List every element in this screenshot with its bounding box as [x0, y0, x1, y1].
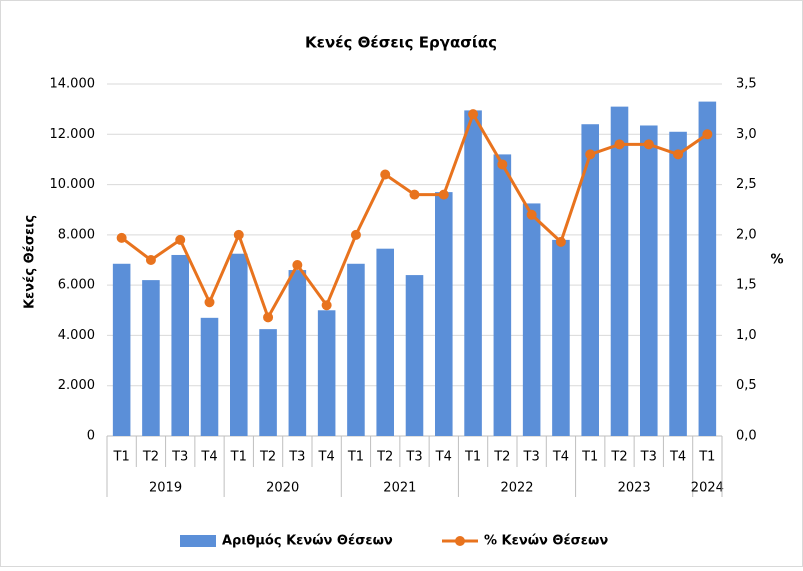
bar [112, 263, 131, 436]
x-tick-label: T1 [698, 450, 715, 465]
line-marker [380, 169, 391, 180]
x-tick-label: T2 [142, 450, 159, 465]
line-marker [116, 232, 127, 243]
line-marker [643, 139, 654, 150]
bar [493, 154, 512, 436]
bar [405, 275, 424, 436]
y2-tick-label: 3,0 [736, 127, 757, 142]
x-tick-label: T1 [464, 450, 481, 465]
y-tick-label: 0 [87, 429, 95, 444]
y2-axis-title: % [770, 253, 783, 268]
x-tick-label: T3 [640, 450, 657, 465]
x-tick-label: T1 [347, 450, 364, 465]
bar [435, 192, 453, 436]
y-tick-label: 8.000 [58, 227, 95, 242]
legend-label: % Κενών Θέσεων [484, 534, 608, 549]
chart-title: Κενές Θέσεις Εργασίας [305, 34, 497, 52]
y-tick-label: 14.000 [50, 77, 96, 92]
y-tick-label: 6.000 [58, 278, 95, 293]
line-marker [409, 189, 420, 200]
line-marker [673, 149, 684, 160]
bar [376, 248, 394, 436]
bar [610, 106, 629, 436]
y-tick-label: 2.000 [58, 378, 95, 393]
bar [581, 124, 599, 436]
line-marker [585, 149, 596, 160]
y2-tick-label: 0,5 [736, 378, 757, 393]
y-axis-title: Κενές Θέσεις [23, 215, 38, 309]
x-group-label: 2019 [149, 481, 182, 496]
line-marker [263, 312, 274, 323]
bar [200, 317, 219, 436]
x-tick-label: T4 [318, 450, 335, 465]
bar [171, 254, 189, 436]
line-marker [702, 129, 713, 140]
x-tick-label: T4 [552, 450, 569, 465]
line-marker [614, 139, 625, 150]
bar [640, 125, 658, 436]
bar [230, 253, 248, 436]
x-tick-label: T1 [581, 450, 598, 465]
line-marker [497, 159, 508, 170]
line-marker [350, 229, 361, 240]
y2-tick-label: 3,5 [736, 77, 757, 92]
line-marker [321, 300, 332, 311]
x-tick-label: T2 [610, 450, 627, 465]
x-tick-label: T4 [435, 450, 452, 465]
x-group-label: 2024 [691, 481, 724, 496]
line-marker [175, 234, 186, 245]
line-marker [233, 229, 244, 240]
legend-swatch [455, 536, 465, 546]
x-group-label: 2022 [500, 481, 533, 496]
line-marker [438, 189, 449, 200]
bar [288, 270, 307, 436]
bar [522, 203, 541, 436]
y-tick-label: 12.000 [50, 127, 96, 142]
x-group-label: 2021 [383, 481, 416, 496]
x-tick-label: T2 [259, 450, 276, 465]
x-tick-label: T4 [200, 450, 217, 465]
legend-label: Αριθμός Κενών Θέσεων [222, 534, 393, 549]
x-tick-label: T4 [669, 450, 686, 465]
x-tick-label: T2 [493, 450, 510, 465]
bar [259, 329, 277, 436]
line-marker [204, 297, 215, 308]
bar [669, 131, 687, 436]
x-tick-label: T2 [376, 450, 393, 465]
bar [552, 239, 570, 436]
y2-tick-label: 0,0 [736, 429, 757, 444]
line-marker [526, 209, 537, 220]
y2-tick-label: 2,5 [736, 177, 757, 192]
y-tick-label: 10.000 [50, 177, 96, 192]
y2-tick-label: 1,5 [736, 278, 757, 293]
y2-tick-label: 1,0 [736, 328, 757, 343]
line-marker [292, 260, 303, 271]
x-tick-label: T1 [113, 450, 130, 465]
x-tick-label: T3 [171, 450, 188, 465]
bar [142, 280, 160, 436]
bar [464, 110, 482, 437]
x-group-label: 2020 [266, 481, 299, 496]
y2-tick-label: 2,0 [736, 227, 757, 242]
line-marker [555, 236, 566, 247]
x-group-label: 2023 [618, 481, 651, 496]
bar [347, 263, 365, 436]
legend-swatch [180, 535, 216, 547]
x-tick-label: T3 [405, 450, 422, 465]
x-tick-label: T1 [230, 450, 247, 465]
line-marker [468, 109, 479, 120]
y-tick-label: 4.000 [58, 328, 95, 343]
bar [698, 101, 717, 436]
x-tick-label: T3 [523, 450, 540, 465]
x-tick-label: T3 [288, 450, 305, 465]
line-marker [145, 255, 156, 265]
bar [317, 310, 336, 436]
